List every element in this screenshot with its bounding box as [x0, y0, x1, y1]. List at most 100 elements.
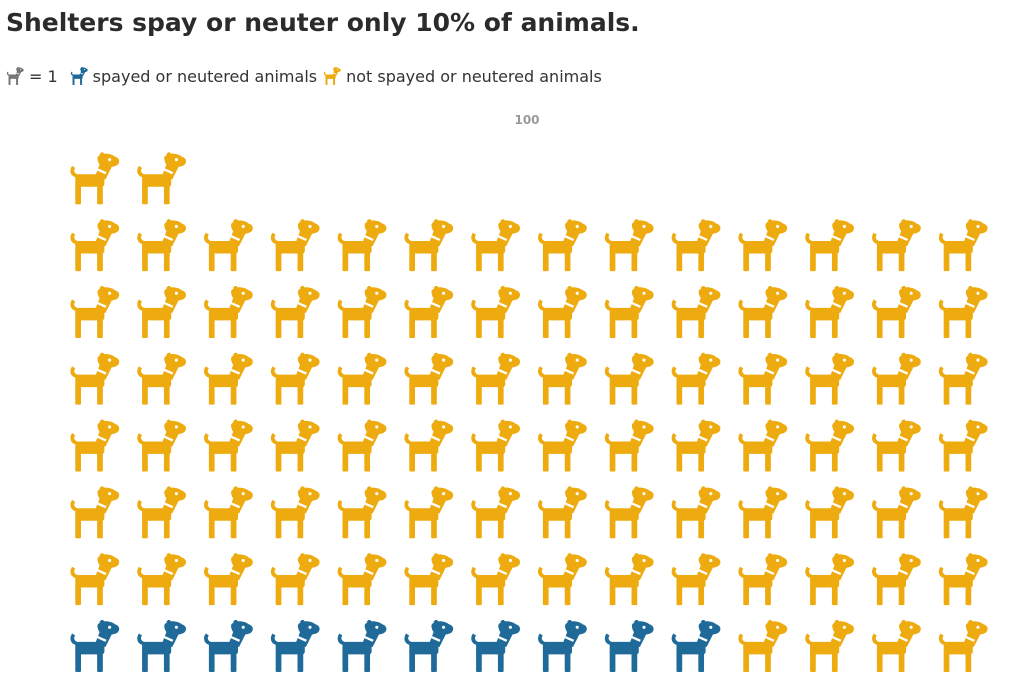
- dog-icon-not-spayed: [471, 553, 521, 606]
- dog-icon-not-spayed: [204, 486, 253, 539]
- dog-icon-not-spayed: [738, 486, 788, 539]
- dog-icon-not-spayed: [404, 219, 454, 272]
- dog-icon-not-spayed: [938, 219, 988, 272]
- dog-icon-not-spayed: [471, 352, 521, 405]
- dog-icon-not-spayed: [805, 486, 855, 539]
- dog-icon-not-spayed: [137, 352, 187, 405]
- dog-icon-not-spayed: [70, 352, 120, 405]
- dog-icon-not-spayed: [805, 419, 855, 472]
- dog-icon-not-spayed: [738, 286, 788, 338]
- dog-icon-spayed: [404, 620, 454, 672]
- dog-icon-not-spayed: [538, 486, 587, 539]
- dog-icon-not-spayed: [70, 152, 120, 205]
- dog-icon-not-spayed: [538, 352, 587, 405]
- dog-icon-not-spayed: [270, 553, 320, 606]
- legend-unit-label: = 1: [29, 66, 58, 86]
- dog-icon-not-spayed: [70, 286, 120, 338]
- dog-icon-not-spayed: [137, 486, 187, 539]
- dog-icon-not-spayed: [604, 553, 654, 606]
- dog-icon-not-spayed: [270, 352, 320, 405]
- dog-icon-not-spayed: [337, 286, 387, 338]
- dog-icon-not-spayed: [538, 219, 587, 272]
- dog-icon-not-spayed: [872, 553, 921, 606]
- dog-icon-not-spayed: [538, 286, 587, 338]
- dog-icon-not-spayed: [738, 352, 788, 405]
- dog-icon-not-spayed: [872, 620, 921, 672]
- dog-icon-not-spayed: [671, 553, 721, 606]
- dog-icon-not-spayed: [204, 219, 253, 272]
- dog-icon-not-spayed: [137, 553, 187, 606]
- dog-icon-not-spayed: [70, 553, 120, 606]
- dog-icon-not-spayed: [270, 419, 320, 472]
- dog-icon-not-spayed: [70, 219, 120, 272]
- dog-icon-spayed: [471, 620, 521, 672]
- dog-icon-not-spayed: [872, 352, 921, 405]
- dog-icon-not-spayed: [805, 219, 855, 272]
- dog-icon-not-spayed: [805, 286, 855, 338]
- dog-icon-not-spayed: [671, 486, 721, 539]
- dog-icon-not-spayed: [471, 286, 521, 338]
- dog-icon-not-spayed: [337, 219, 387, 272]
- dog-icon-spayed: [204, 620, 253, 672]
- dog-icon-not-spayed: [872, 486, 921, 539]
- dog-icon-not-spayed: [337, 553, 387, 606]
- dog-icon-not-spayed: [204, 419, 253, 472]
- dog-icon-not-spayed: [872, 286, 921, 338]
- dog-icon-not-spayed: [471, 486, 521, 539]
- dog-icon-not-spayed: [137, 219, 187, 272]
- dog-icon-not-spayed: [805, 620, 855, 672]
- dog-icon-not-spayed: [671, 286, 721, 338]
- dog-icon-not-spayed: [404, 553, 454, 606]
- dog-icon-not-spayed: [671, 352, 721, 405]
- legend: = 1 spayed or neutered animals not spaye…: [6, 64, 608, 88]
- dog-icon-not-spayed: [70, 486, 120, 539]
- dog-icon-not-spayed: [404, 419, 454, 472]
- dog-icon-not-spayed: [404, 286, 454, 338]
- dog-icon-not-spayed: [738, 553, 788, 606]
- dog-icon-not-spayed: [404, 352, 454, 405]
- dog-icon-spayed: [70, 620, 120, 672]
- dog-icon-not-spayed: [671, 419, 721, 472]
- dog-icon-not-spayed: [872, 219, 921, 272]
- dog-icon-not-spayed: [738, 219, 788, 272]
- dog-icon-not-spayed: [604, 352, 654, 405]
- dog-icon-not-spayed: [137, 419, 187, 472]
- dog-icon-not-spayed: [204, 553, 253, 606]
- dog-icon-not-spayed: [938, 352, 988, 405]
- dog-icon-spayed: [137, 620, 187, 672]
- dog-icon-not-spayed: [938, 486, 988, 539]
- dog-icon-not-spayed: [337, 352, 387, 405]
- dog-icon-not-spayed: [805, 352, 855, 405]
- dog-icon-spayed: [270, 620, 320, 672]
- dog-icon-not-spayed: [404, 486, 454, 539]
- dog-icon-not-spayed: [137, 286, 187, 338]
- dog-icon-spayed: [671, 620, 721, 672]
- dog-icon-spayed: [538, 620, 587, 672]
- chart-title: Shelters spay or neuter only 10% of anim…: [6, 8, 640, 37]
- dog-icon-not-spayed: [337, 419, 387, 472]
- dog-icon-not-spayed: [872, 419, 921, 472]
- dog-icon-not-spayed: [70, 419, 120, 472]
- legend-not-spayed-label: not spayed or neutered animals: [346, 66, 602, 86]
- dog-icon-not-spayed: [938, 553, 988, 606]
- dog-icon-not-spayed: [604, 286, 654, 338]
- dog-icon-spayed: [70, 67, 88, 85]
- dog-icon-unit: [6, 67, 24, 85]
- dog-icon-not-spayed: [604, 219, 654, 272]
- legend-spayed-label: spayed or neutered animals: [92, 66, 318, 86]
- dog-icon-not-spayed: [938, 286, 988, 338]
- dog-icon-not-spayed: [471, 219, 521, 272]
- dog-icon-not-spayed: [738, 620, 788, 672]
- dog-icon-not-spayed: [538, 419, 587, 472]
- dog-icon-not-spayed: [337, 486, 387, 539]
- dog-icon-not-spayed: [137, 152, 187, 205]
- dog-icon-not-spayed: [323, 67, 341, 85]
- dog-icon-not-spayed: [270, 286, 320, 338]
- dog-icon-not-spayed: [604, 419, 654, 472]
- dog-icon-not-spayed: [671, 219, 721, 272]
- dog-icon-not-spayed: [538, 553, 587, 606]
- dog-icon-not-spayed: [805, 553, 855, 606]
- dog-icon-not-spayed: [270, 219, 320, 272]
